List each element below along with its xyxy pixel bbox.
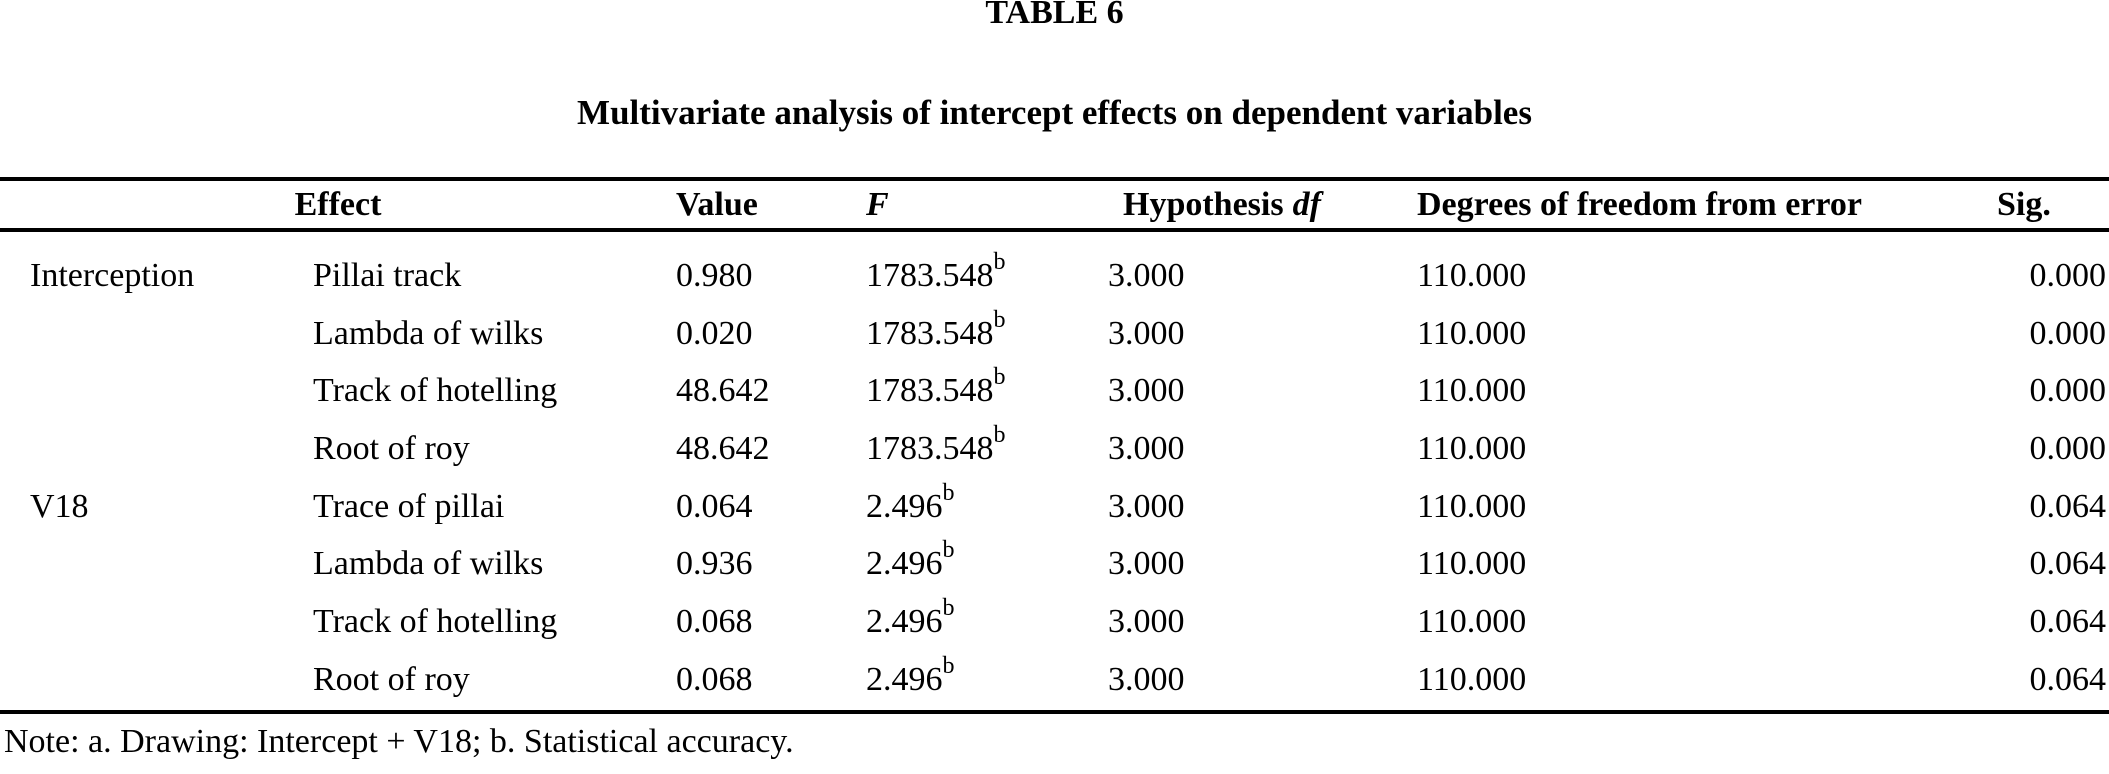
cell-df-error: 110.000 xyxy=(1417,429,1527,467)
cell-value: 0.020 xyxy=(676,314,753,352)
cell-effect: Trace of pillai xyxy=(313,487,505,525)
col-header-hypothesis-df: Hypothesis df xyxy=(1108,181,1417,228)
f-value: 2.496 xyxy=(866,602,943,640)
cell-f: 1783.548 b xyxy=(866,248,1006,294)
table-rule-top xyxy=(0,177,2109,181)
cell-sig: 0.000 xyxy=(2029,372,2107,410)
cell-effect: Lambda of wilks xyxy=(313,314,544,352)
f-value: 2.496 xyxy=(866,660,943,698)
cell-sig: 0.064 xyxy=(2029,602,2107,640)
cell-effect: Root of roy xyxy=(313,660,470,698)
cell-f: 2.496 b xyxy=(866,594,955,640)
cell-df-error: 110.000 xyxy=(1417,545,1527,583)
cell-hyp-df: 3.000 xyxy=(1108,660,1185,698)
table-rule-header-bottom xyxy=(0,228,2109,232)
cell-effect: Root of roy xyxy=(313,429,470,467)
cell-df-error: 110.000 xyxy=(1417,660,1527,698)
cell-f: 1783.548 b xyxy=(866,421,1006,467)
cell-group xyxy=(0,651,313,709)
cell-df-error: 110.000 xyxy=(1417,602,1527,640)
cell-hyp-df: 3.000 xyxy=(1108,372,1185,410)
table-note: Note: a. Drawing: Intercept + V18; b. St… xyxy=(4,723,794,760)
f-value: 2.496 xyxy=(866,487,943,525)
cell-effect: Track of hotelling xyxy=(313,372,558,410)
cell-group: V18 xyxy=(30,487,89,525)
cell-df-error: 110.000 xyxy=(1417,314,1527,352)
table-header-row: Effect Value F Hypothesis df Degrees of f… xyxy=(0,181,2109,228)
col-header-df-symbol: df xyxy=(1292,185,1321,223)
table-rule-bottom xyxy=(0,710,2109,714)
f-value: 1783.548 xyxy=(866,372,994,410)
cell-effect: Track of hotelling xyxy=(313,602,558,640)
cell-hyp-df: 3.000 xyxy=(1108,314,1185,352)
cell-hyp-df: 3.000 xyxy=(1108,429,1185,467)
table-number-heading: TABLE 6 xyxy=(985,0,1124,31)
col-header-f: F xyxy=(866,185,889,223)
f-value: 1783.548 xyxy=(866,256,994,294)
cell-effect: Pillai track xyxy=(313,256,462,294)
cell-sig: 0.000 xyxy=(2029,314,2107,352)
cell-sig: 0.000 xyxy=(2029,256,2107,294)
cell-hyp-df: 3.000 xyxy=(1108,256,1185,294)
col-header-effect: Effect xyxy=(294,185,382,223)
cell-group: Interception xyxy=(30,256,195,294)
cell-value: 0.068 xyxy=(676,602,753,640)
table-body: Interception Pillai track 0.980 1783.548… xyxy=(0,232,2109,709)
cell-sig: 0.000 xyxy=(2029,429,2107,467)
cell-sig: 0.064 xyxy=(2029,545,2107,583)
col-header-value: Value xyxy=(676,185,758,223)
cell-value: 0.068 xyxy=(676,660,753,698)
cell-sig: 0.064 xyxy=(2029,660,2107,698)
cell-df-error: 110.000 xyxy=(1417,372,1527,410)
f-value: 1783.548 xyxy=(866,314,994,352)
f-value: 2.496 xyxy=(866,545,943,583)
cell-value: 0.980 xyxy=(676,256,753,294)
cell-f: 1783.548 b xyxy=(866,364,1006,410)
cell-group xyxy=(0,420,313,478)
cell-effect: Lambda of wilks xyxy=(313,545,544,583)
f-value: 1783.548 xyxy=(866,429,994,467)
cell-group xyxy=(0,593,313,651)
cell-f: 1783.548 b xyxy=(866,306,1006,352)
cell-hyp-df: 3.000 xyxy=(1108,545,1185,583)
table-title: Multivariate analysis of intercept effec… xyxy=(577,93,1532,132)
cell-value: 48.642 xyxy=(676,429,770,467)
cell-f: 2.496 b xyxy=(866,537,955,583)
cell-df-error: 110.000 xyxy=(1417,256,1527,294)
cell-hyp-df: 3.000 xyxy=(1108,602,1185,640)
cell-group xyxy=(0,362,313,420)
col-header-hypothesis-word: Hypothesis xyxy=(1123,185,1284,223)
cell-value: 0.936 xyxy=(676,545,753,583)
cell-group xyxy=(0,535,313,593)
cell-f: 2.496 b xyxy=(866,479,955,525)
cell-value: 48.642 xyxy=(676,372,770,410)
cell-value: 0.064 xyxy=(676,487,753,525)
cell-f: 2.496 b xyxy=(866,652,955,698)
cell-sig: 0.064 xyxy=(2029,487,2107,525)
col-header-df-error: Degrees of freedom from error xyxy=(1417,185,1862,223)
cell-group xyxy=(0,305,313,363)
col-header-sig: Sig. xyxy=(1997,185,2051,223)
cell-df-error: 110.000 xyxy=(1417,487,1527,525)
cell-hyp-df: 3.000 xyxy=(1108,487,1185,525)
